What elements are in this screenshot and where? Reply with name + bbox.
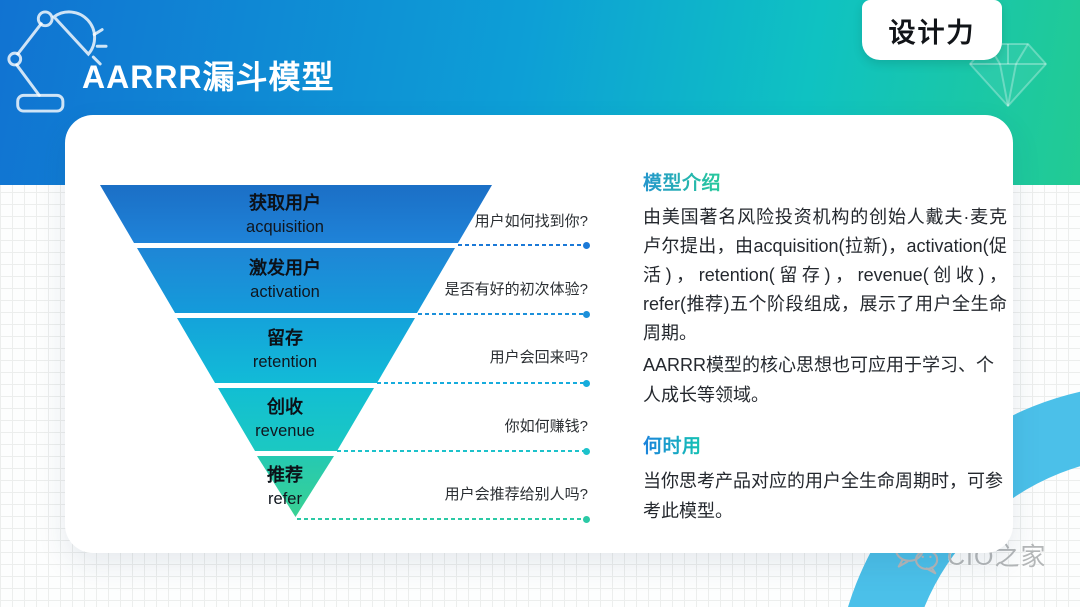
connector-dot — [583, 379, 590, 387]
funnel-stage-retention — [177, 318, 415, 383]
badge-label: 设计力 — [888, 17, 976, 48]
stage-label-en: activation — [250, 283, 320, 301]
diamond-icon — [969, 43, 1047, 107]
note-paragraph: AARRR模型的核心思想也可应用于学习、个人成长等领域。 — [643, 355, 995, 405]
stage-label: 获取用户 acquisition — [175, 191, 395, 239]
connector-dot — [583, 515, 590, 523]
desk-lamp-icon — [7, 10, 108, 113]
stage-question: 用户会推荐给别人吗? — [444, 486, 588, 503]
dash-connector — [297, 515, 590, 523]
stage-label-zh: 留存 — [267, 328, 303, 348]
stage-question: 是否有好的初次体验? — [444, 281, 588, 298]
intro-paragraph: 由美国著名风险投资机构的创始人戴夫·麦克卢尔提出，由acquisition(拉新… — [643, 207, 1007, 343]
stage-label: 留存 retention — [175, 326, 395, 374]
intro-heading: 模型介绍 — [643, 168, 721, 195]
stage-label-zh: 激发用户 — [249, 258, 321, 278]
stage-label: 激发用户 activation — [175, 256, 395, 304]
stage-label-zh: 创收 — [267, 397, 303, 417]
dash-connector — [458, 241, 590, 249]
dash-connector — [418, 310, 590, 318]
stage-label: 创收 revenue — [175, 395, 395, 443]
stage-label-zh: 推荐 — [267, 465, 303, 485]
stage-label-zh: 获取用户 — [249, 193, 321, 213]
funnel-stage-activation — [137, 248, 455, 313]
stage-label: 推荐 refer — [175, 463, 395, 511]
when-heading: 何时用 — [643, 431, 702, 458]
stage-label-en: revenue — [255, 422, 315, 440]
stage-label-en: retention — [252, 353, 318, 371]
stage-question: 你如何赚钱? — [504, 418, 588, 435]
stage-question: 用户会回来吗? — [489, 349, 588, 366]
stage-question: 用户如何找到你? — [474, 213, 588, 230]
content-card: 获取用户 acquisition 激发用户 activation 留存 rete… — [65, 115, 1013, 553]
stage-label-en: refer — [268, 490, 302, 508]
dash-connector — [337, 447, 590, 455]
dash-connector — [377, 379, 590, 387]
funnel-stage-acquisition — [100, 185, 492, 243]
page-title: AARRR漏斗模型 — [82, 59, 335, 95]
connector-dot — [583, 447, 590, 455]
when-paragraph: 当你思考产品对应的用户全生命周期时，可参考此模型。 — [643, 471, 1003, 521]
connector-dot — [583, 241, 590, 249]
design-badge: 设计力 — [862, 0, 1002, 60]
stage-label-en: acquisition — [246, 218, 324, 236]
connector-dot — [583, 310, 590, 318]
